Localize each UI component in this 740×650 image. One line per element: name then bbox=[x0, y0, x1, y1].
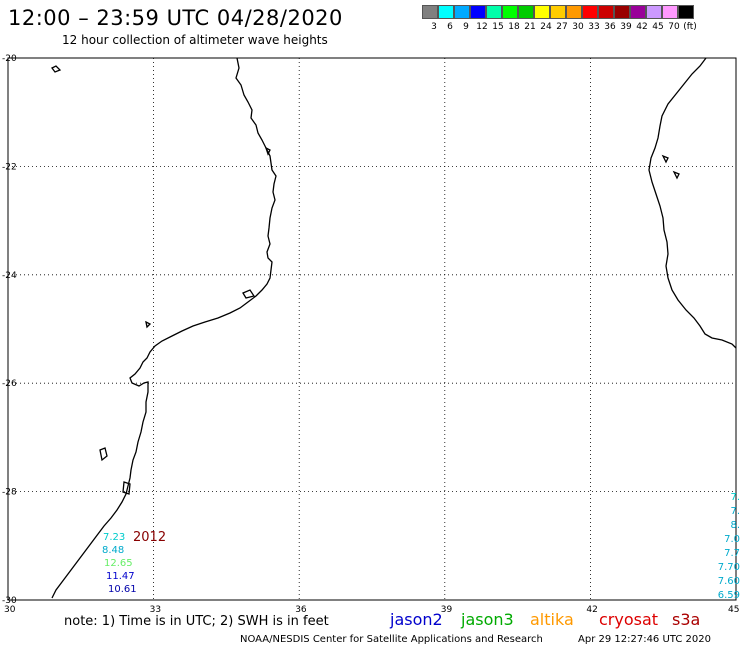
legend-swatch bbox=[662, 5, 678, 19]
latitude-label: -30 bbox=[2, 596, 17, 606]
footer-note: note: 1) Time is in UTC; 2) SWH is in fe… bbox=[64, 614, 329, 629]
wave-height-value: 7.70 bbox=[717, 562, 740, 573]
legend-label: 21 bbox=[524, 22, 536, 32]
legend-swatch bbox=[550, 5, 566, 19]
wave-height-value: 7.60 bbox=[717, 576, 740, 587]
legend-label: 12 bbox=[476, 22, 488, 32]
longitude-label: 45 bbox=[728, 605, 739, 615]
longitude-label: 33 bbox=[150, 605, 161, 615]
color-scale-legend bbox=[422, 5, 694, 21]
latitude-label: -20 bbox=[2, 54, 17, 64]
legend-label: 36 bbox=[604, 22, 616, 32]
satellite-label: altika bbox=[530, 610, 574, 629]
wave-height-value: 7. bbox=[730, 506, 740, 517]
legend-swatch bbox=[566, 5, 582, 19]
legend-swatch bbox=[598, 5, 614, 19]
wave-height-value: 7.7 bbox=[724, 548, 740, 559]
map-frame bbox=[7, 57, 737, 601]
legend-label: 39 bbox=[620, 22, 632, 32]
wave-height-value: 7.0 bbox=[724, 534, 740, 545]
legend-label: 70 bbox=[668, 22, 680, 32]
legend-label: 3 bbox=[431, 22, 437, 32]
legend-label: 42 bbox=[636, 22, 648, 32]
longitude-label: 36 bbox=[295, 605, 307, 615]
credit-text: NOAA/NESDIS Center for Satellite Applica… bbox=[240, 634, 543, 645]
legend-swatch bbox=[502, 5, 518, 19]
latitude-label: -26 bbox=[2, 379, 17, 389]
legend-swatch bbox=[518, 5, 534, 19]
legend-label: 9 bbox=[463, 22, 469, 32]
page-title: 12:00 – 23:59 UTC 04/28/2020 bbox=[8, 6, 343, 30]
year-label: 2012 bbox=[133, 530, 167, 545]
legend-label: 45 bbox=[652, 22, 664, 32]
latitude-label: -24 bbox=[2, 271, 17, 281]
wave-height-value: 10.61 bbox=[108, 584, 137, 595]
legend-swatch bbox=[454, 5, 470, 19]
generated-timestamp: Apr 29 12:27:46 UTC 2020 bbox=[578, 634, 711, 645]
gridlines bbox=[8, 58, 736, 600]
wave-height-value: 7. bbox=[730, 492, 740, 503]
satellite-label: cryosat bbox=[599, 610, 659, 629]
legend-swatch bbox=[486, 5, 502, 19]
legend-label: 18 bbox=[508, 22, 520, 32]
legend-label: 15 bbox=[492, 22, 504, 32]
legend-label: 6 bbox=[447, 22, 453, 32]
latitude-label: -22 bbox=[2, 162, 17, 172]
longitude-label: 42 bbox=[586, 605, 597, 615]
legend-swatch bbox=[630, 5, 646, 19]
wave-height-value: 8.48 bbox=[102, 545, 125, 556]
satellite-label: jason3 bbox=[461, 610, 514, 629]
legend-label: 30 bbox=[572, 22, 584, 32]
legend-swatch bbox=[438, 5, 454, 19]
coastline-africa bbox=[51, 57, 277, 599]
legend-swatch bbox=[534, 5, 550, 19]
satellite-label: s3a bbox=[672, 610, 701, 629]
legend-label: 27 bbox=[556, 22, 568, 32]
wave-height-value: 11.47 bbox=[106, 571, 135, 582]
legend-swatch bbox=[646, 5, 662, 19]
satellite-label: jason2 bbox=[390, 610, 443, 629]
legend-swatch bbox=[678, 5, 694, 19]
longitude-labels: 30 33 36 39 42 45 bbox=[4, 605, 739, 615]
longitude-label: 30 bbox=[4, 605, 16, 615]
legend-swatch bbox=[582, 5, 598, 19]
coastline-madagascar bbox=[648, 57, 737, 349]
legend-label: (ft) bbox=[683, 22, 697, 32]
latitude-label: -28 bbox=[2, 488, 17, 498]
latitude-labels: -20 -22 -24 -26 -28 -30 bbox=[2, 54, 17, 606]
legend-swatch bbox=[470, 5, 486, 19]
wave-height-value: 7.23 bbox=[103, 532, 126, 543]
legend-swatch bbox=[614, 5, 630, 19]
legend-label: 33 bbox=[588, 22, 600, 32]
longitude-label: 39 bbox=[441, 605, 453, 615]
legend-swatch bbox=[422, 5, 438, 19]
page-subtitle: 12 hour collection of altimeter wave hei… bbox=[62, 33, 328, 47]
wave-height-value: 12.65 bbox=[104, 558, 133, 569]
wave-height-value: 8. bbox=[730, 520, 740, 531]
legend-label: 24 bbox=[540, 22, 552, 32]
wave-height-value: 6.59 bbox=[717, 590, 740, 601]
